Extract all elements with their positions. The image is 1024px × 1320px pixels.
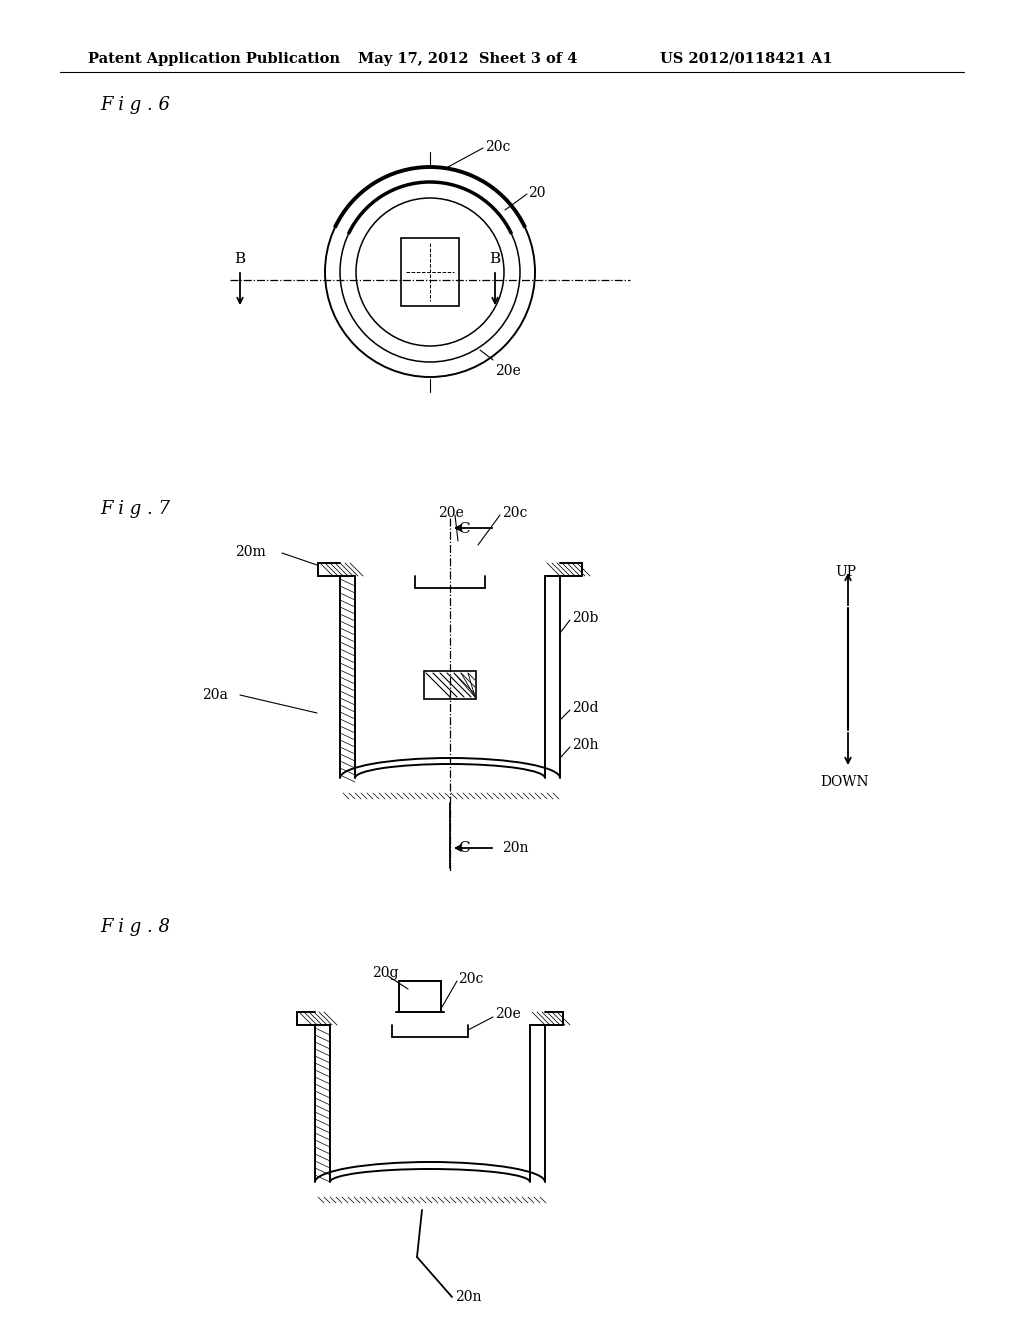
Text: F i g . 7: F i g . 7 [100,500,170,517]
Text: May 17, 2012  Sheet 3 of 4: May 17, 2012 Sheet 3 of 4 [358,51,578,66]
Text: 20n: 20n [502,841,528,855]
Text: C: C [458,521,470,536]
Text: F i g . 6: F i g . 6 [100,96,170,114]
Text: 20h: 20h [572,738,598,752]
Text: 20d: 20d [572,701,598,715]
Text: 20: 20 [528,186,546,201]
Text: DOWN: DOWN [820,775,868,789]
Text: US 2012/0118421 A1: US 2012/0118421 A1 [660,51,833,66]
Text: 20e: 20e [438,506,464,520]
Text: 20e: 20e [495,1007,521,1020]
Text: 20c: 20c [502,506,527,520]
Text: Patent Application Publication: Patent Application Publication [88,51,340,66]
Bar [401,238,459,306]
Text: F i g . 8: F i g . 8 [100,917,170,936]
Text: B: B [489,252,501,267]
Text: UP: UP [835,565,856,579]
Text: 20c: 20c [458,972,483,986]
Text: 20g: 20g [372,966,398,979]
Text: 20n: 20n [455,1290,481,1304]
Text: 20a: 20a [202,688,228,702]
Text: B: B [234,252,246,267]
Text: C: C [458,841,470,855]
Text: 20b: 20b [572,611,598,624]
Text: 20c: 20c [485,140,510,154]
Text: 20e: 20e [495,364,521,378]
Text: 20m: 20m [234,545,266,558]
Bar [424,671,476,700]
